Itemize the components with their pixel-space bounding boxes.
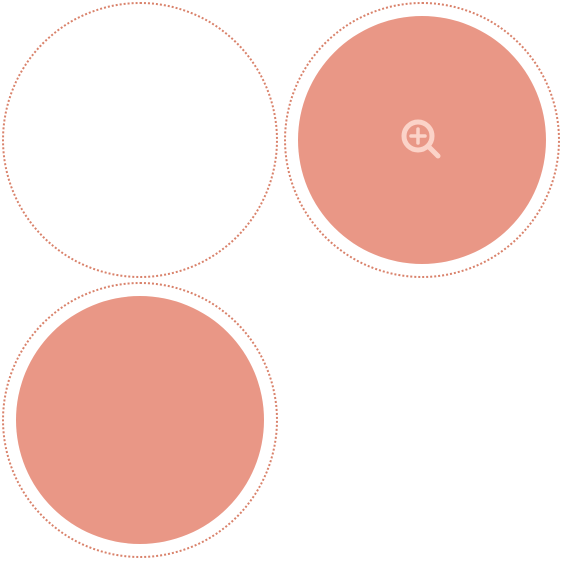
gallery-tile-filled[interactable] — [2, 282, 278, 558]
gallery-tile-empty[interactable] — [2, 2, 278, 278]
gallery-tile-hovered[interactable] — [284, 2, 560, 278]
tile-fill — [298, 16, 546, 264]
tile-fill — [16, 296, 264, 544]
zoom-in-icon[interactable] — [398, 116, 446, 164]
